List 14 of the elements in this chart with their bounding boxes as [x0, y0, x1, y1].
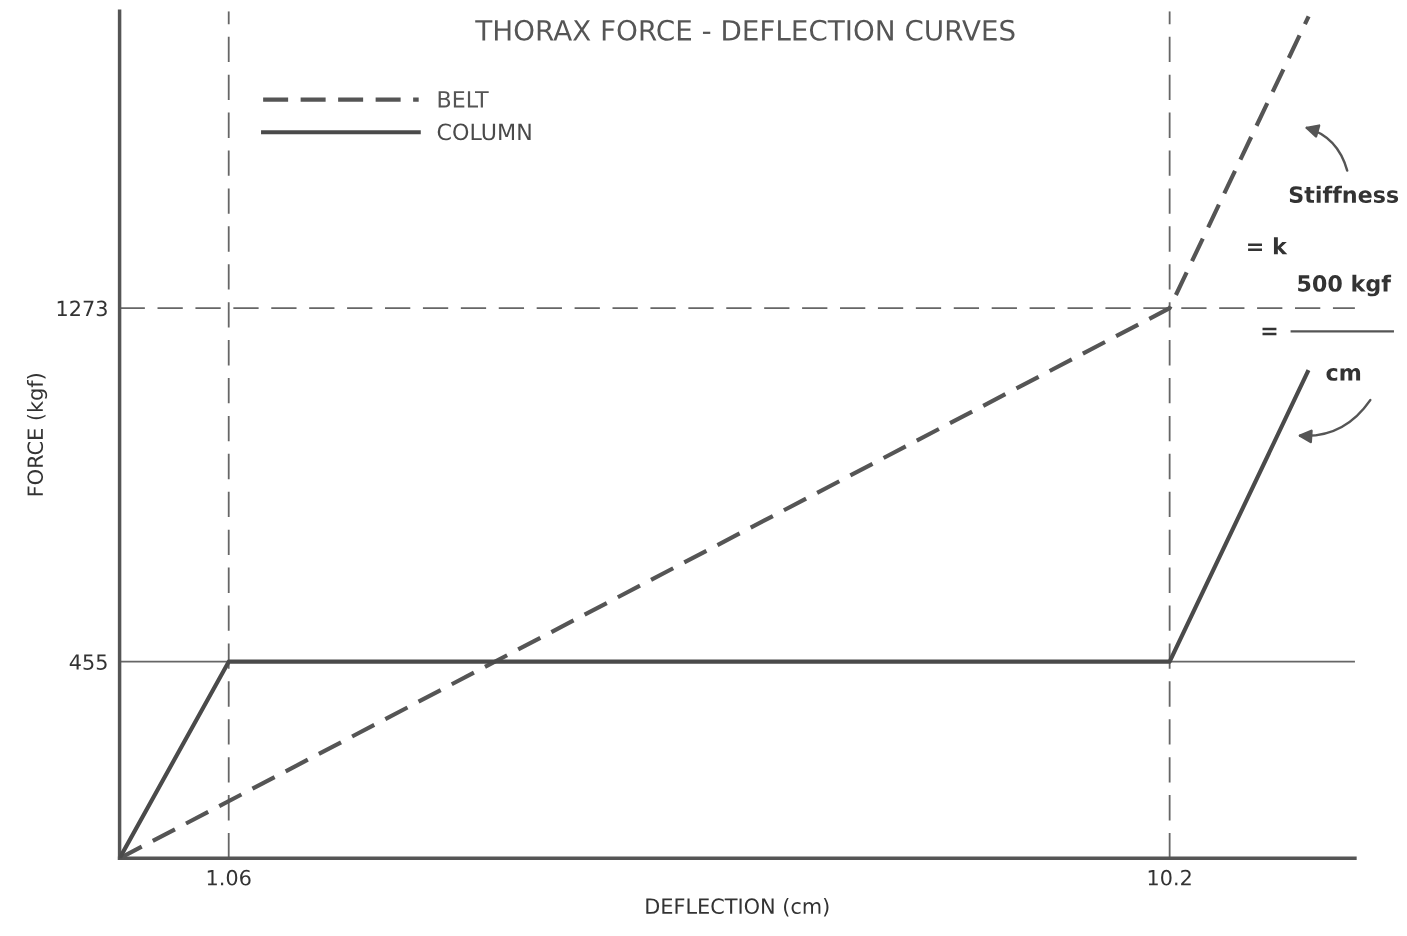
annotation: cm: [1326, 368, 1361, 381]
x-axis-title: DEFLECTION (cm): [646, 897, 829, 917]
text: BELT: [438, 91, 489, 108]
x-tick-label: 1.06: [207, 869, 251, 886]
annotation: Stiffness: [1289, 185, 1399, 204]
y-tick-label: 455: [69, 654, 107, 670]
y-tick-label: 1273: [57, 300, 107, 317]
annotation: =: [1262, 327, 1277, 336]
annotation: 500 kgf: [1298, 274, 1392, 297]
chart-title: THORAX FORCE - DEFLECTION CURVES: [475, 19, 1015, 41]
x-tick-label: 10.2: [1148, 869, 1191, 886]
y-axis-title: FORCE (kgf): [26, 374, 48, 496]
annotation: = k: [1248, 237, 1288, 255]
text: COLUMN: [437, 123, 531, 141]
